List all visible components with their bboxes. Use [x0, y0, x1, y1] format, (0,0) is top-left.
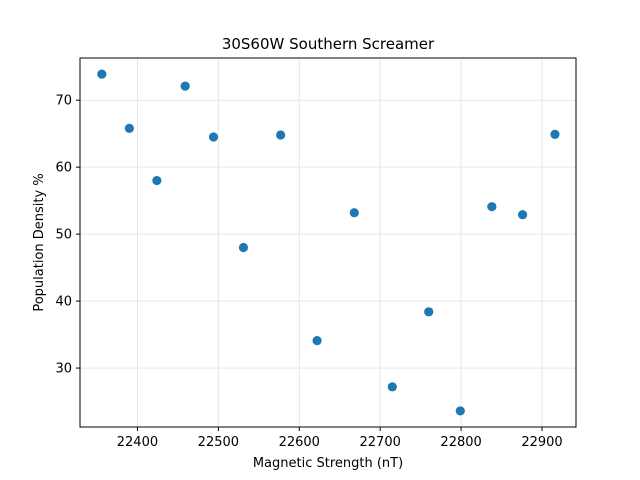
data-point [180, 81, 190, 91]
x-tick-label: 22500 [198, 435, 239, 450]
x-tick-label: 22400 [117, 435, 158, 450]
data-point [238, 242, 249, 253]
x-tick-label: 22800 [440, 435, 481, 450]
data-point [349, 208, 359, 218]
grid [80, 58, 576, 427]
data-point [550, 129, 560, 139]
data-point [455, 406, 465, 416]
y-axis-label: Population Density % [32, 173, 47, 311]
y-tick-label: 40 [55, 295, 72, 310]
data-point [487, 202, 497, 212]
x-tick-label: 22600 [279, 435, 320, 450]
axis-ticks: 22400 22500 22600 22700 22800 22900 30 40 50 60 70 [55, 94, 562, 450]
x-axis-label: Magnetic Strength (nT) [253, 456, 403, 471]
y-tick-label: 30 [55, 362, 72, 377]
data-point [517, 210, 528, 220]
chart-title: 30S60W Southern Screamer [222, 35, 435, 53]
x-tick-label: 22700 [360, 435, 401, 450]
data-point [312, 336, 322, 346]
y-tick-label: 50 [55, 228, 72, 243]
data-point [387, 382, 397, 392]
x-tick-label: 22900 [521, 435, 562, 450]
data-point [124, 123, 134, 133]
y-tick-label: 60 [55, 161, 72, 176]
data-point [97, 69, 107, 79]
data-points [97, 69, 560, 416]
y-tick-label: 70 [55, 94, 72, 109]
data-point [276, 130, 286, 140]
plot-area-frame [79, 57, 577, 428]
data-point [424, 307, 434, 317]
data-point [152, 175, 162, 186]
data-point [208, 132, 219, 142]
